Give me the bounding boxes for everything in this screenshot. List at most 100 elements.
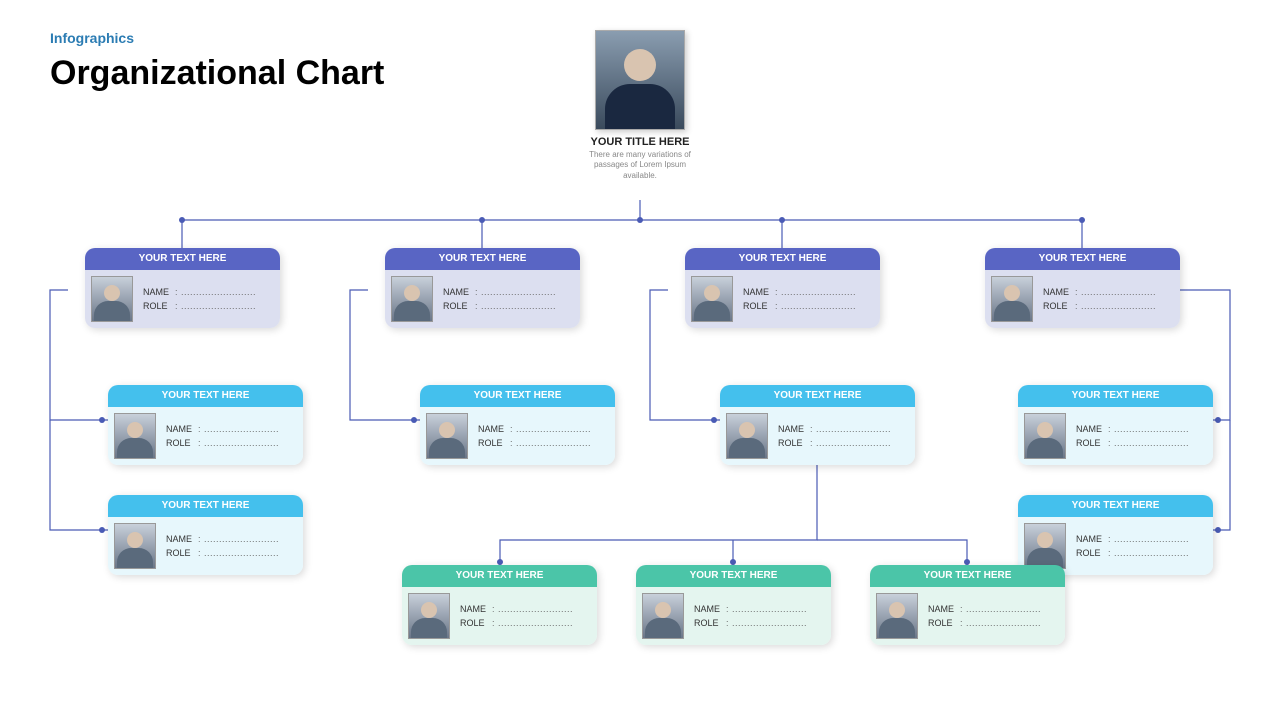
org-card: YOUR TEXT HERE NAME: ....................… — [685, 248, 880, 328]
role-value: : ......................... — [198, 436, 279, 450]
card-info: NAME: .........................ROLE: ...… — [928, 602, 1041, 631]
card-body: NAME: .........................ROLE: ...… — [685, 270, 880, 328]
name-value: : ......................... — [1075, 285, 1156, 299]
card-body: NAME: .........................ROLE: ...… — [402, 587, 597, 645]
card-body: NAME: .........................ROLE: ...… — [985, 270, 1180, 328]
ceo-photo — [595, 30, 685, 130]
role-label: ROLE — [143, 299, 175, 313]
name-value: : ......................... — [1108, 422, 1189, 436]
person-photo — [408, 593, 450, 639]
card-info: NAME: .........................ROLE: ...… — [694, 602, 807, 631]
role-label: ROLE — [166, 546, 198, 560]
role-value: : ......................... — [510, 436, 591, 450]
person-photo — [691, 276, 733, 322]
card-header: YOUR TEXT HERE — [685, 248, 880, 270]
card-body: NAME: .........................ROLE: ...… — [720, 407, 915, 465]
card-info: NAME: .........................ROLE: ...… — [778, 422, 891, 451]
name-label: NAME — [460, 602, 492, 616]
role-value: : ......................... — [175, 299, 256, 313]
page-title: Organizational Chart — [50, 54, 384, 93]
card-body: NAME: .........................ROLE: ...… — [870, 587, 1065, 645]
role-label: ROLE — [443, 299, 475, 313]
role-label: ROLE — [743, 299, 775, 313]
person-photo — [1024, 523, 1066, 569]
name-label: NAME — [1043, 285, 1075, 299]
card-body: NAME: .........................ROLE: ...… — [420, 407, 615, 465]
org-card: YOUR TEXT HERE NAME: ....................… — [870, 565, 1065, 645]
role-value: : ......................... — [475, 299, 556, 313]
role-label: ROLE — [694, 616, 726, 630]
name-value: : ......................... — [726, 602, 807, 616]
name-label: NAME — [778, 422, 810, 436]
person-photo — [114, 523, 156, 569]
card-header: YOUR TEXT HERE — [385, 248, 580, 270]
org-card: YOUR TEXT HERE NAME: ....................… — [402, 565, 597, 645]
role-value: : ......................... — [810, 436, 891, 450]
name-value: : ......................... — [775, 285, 856, 299]
card-info: NAME: .........................ROLE: ...… — [1043, 285, 1156, 314]
card-body: NAME: .........................ROLE: ...… — [385, 270, 580, 328]
role-value: : ......................... — [775, 299, 856, 313]
role-label: ROLE — [478, 436, 510, 450]
role-label: ROLE — [166, 436, 198, 450]
name-label: NAME — [1076, 532, 1108, 546]
name-label: NAME — [143, 285, 175, 299]
name-label: NAME — [478, 422, 510, 436]
card-header: YOUR TEXT HERE — [1018, 495, 1213, 517]
role-value: : ......................... — [1075, 299, 1156, 313]
role-value: : ......................... — [960, 616, 1041, 630]
name-value: : ......................... — [475, 285, 556, 299]
person-photo — [642, 593, 684, 639]
pretitle: Infographics — [50, 30, 384, 46]
card-header: YOUR TEXT HERE — [108, 385, 303, 407]
role-label: ROLE — [1043, 299, 1075, 313]
card-body: NAME: .........................ROLE: ...… — [1018, 407, 1213, 465]
name-label: NAME — [443, 285, 475, 299]
name-label: NAME — [166, 532, 198, 546]
person-photo — [426, 413, 468, 459]
role-label: ROLE — [1076, 546, 1108, 560]
ceo-node: YOUR TITLE HERE There are many variation… — [580, 30, 700, 181]
name-value: : ......................... — [492, 602, 573, 616]
org-card: YOUR TEXT HERE NAME: ....................… — [1018, 495, 1213, 575]
role-value: : ......................... — [726, 616, 807, 630]
name-label: NAME — [1076, 422, 1108, 436]
role-value: : ......................... — [1108, 436, 1189, 450]
card-header: YOUR TEXT HERE — [402, 565, 597, 587]
card-body: NAME: .........................ROLE: ...… — [108, 517, 303, 575]
card-header: YOUR TEXT HERE — [870, 565, 1065, 587]
card-info: NAME: .........................ROLE: ...… — [166, 532, 279, 561]
name-label: NAME — [928, 602, 960, 616]
name-value: : ......................... — [175, 285, 256, 299]
person-photo — [391, 276, 433, 322]
org-card: YOUR TEXT HERENAME: ....................… — [108, 495, 303, 575]
card-info: NAME: .........................ROLE: ...… — [743, 285, 856, 314]
role-label: ROLE — [1076, 436, 1108, 450]
card-header: YOUR TEXT HERE — [985, 248, 1180, 270]
person-photo — [91, 276, 133, 322]
name-value: : ......................... — [1108, 532, 1189, 546]
header: Infographics Organizational Chart — [50, 30, 384, 93]
role-label: ROLE — [778, 436, 810, 450]
card-info: NAME: .........................ROLE: ...… — [143, 285, 256, 314]
card-body: NAME: .........................ROLE: ...… — [85, 270, 280, 328]
name-value: : ......................... — [198, 422, 279, 436]
card-body: NAME: .........................ROLE: ...… — [636, 587, 831, 645]
card-info: NAME: .........................ROLE: ...… — [460, 602, 573, 631]
name-value: : ......................... — [810, 422, 891, 436]
card-header: YOUR TEXT HERE — [1018, 385, 1213, 407]
person-photo — [726, 413, 768, 459]
card-header: YOUR TEXT HERE — [636, 565, 831, 587]
org-card: YOUR TEXT HERENAME: ....................… — [85, 248, 280, 328]
name-value: : ......................... — [510, 422, 591, 436]
role-value: : ......................... — [198, 546, 279, 560]
ceo-title: YOUR TITLE HERE — [580, 136, 700, 148]
card-info: NAME: .........................ROLE: ...… — [443, 285, 556, 314]
role-label: ROLE — [460, 616, 492, 630]
org-card: YOUR TEXT HERENAME: ....................… — [108, 385, 303, 465]
name-value: : ......................... — [198, 532, 279, 546]
card-info: NAME: .........................ROLE: ...… — [478, 422, 591, 451]
org-card: YOUR TEXT HERE NAME: ....................… — [985, 248, 1180, 328]
person-photo — [876, 593, 918, 639]
name-label: NAME — [694, 602, 726, 616]
